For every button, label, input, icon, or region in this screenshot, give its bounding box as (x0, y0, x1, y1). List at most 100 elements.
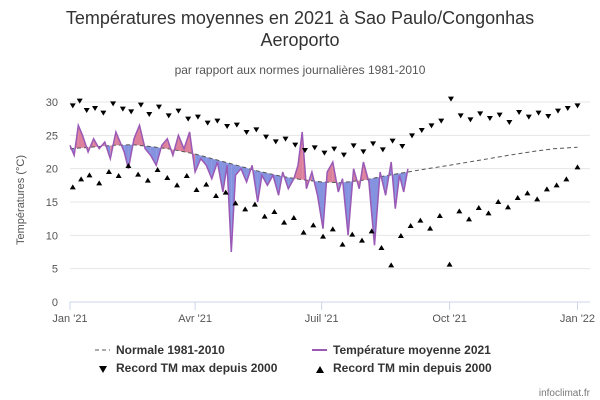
grid (70, 101, 590, 303)
record-min-marker (251, 201, 258, 207)
record-min-marker (397, 233, 404, 238)
legend-item-mean[interactable]: Température moyenne 2021 (312, 343, 491, 357)
chart-subtitle: par rapport aux normes journalières 1981… (175, 63, 426, 77)
record-min-marker (466, 216, 473, 222)
record-max-marker (340, 152, 347, 158)
record-max-marker (506, 120, 513, 125)
record-max-marker (564, 106, 571, 111)
record-min-marker (310, 222, 317, 228)
record-max-marker (331, 146, 338, 152)
record-max-marker (128, 109, 135, 115)
record-max-marker (486, 116, 493, 121)
legend: Normale 1981-2010 Température moyenne 20… (95, 343, 492, 375)
record-min-marker (154, 167, 161, 172)
record-min-marker (504, 204, 511, 210)
normal-line (69, 144, 578, 184)
y-tick-label: 15 (46, 197, 58, 209)
record-min-marker (368, 228, 375, 234)
deviation-segment (206, 157, 212, 179)
record-max-marker (165, 113, 172, 119)
x-tick-label: Jan '21 (52, 313, 87, 325)
legend-label-mean: Température moyenne 2021 (333, 343, 491, 357)
record-min-marker (78, 176, 85, 182)
record-min-marker (514, 195, 521, 200)
record-min-marker (329, 226, 336, 232)
record-max-marker (555, 108, 562, 114)
record-min-marker (164, 175, 171, 180)
record-min-marker (281, 219, 288, 225)
credit-link[interactable]: infoclimat.fr (539, 388, 591, 399)
record-min-marker (436, 213, 443, 218)
record-max-marker (76, 98, 83, 104)
record-max-marker (389, 138, 396, 144)
record-min-marker (242, 206, 249, 212)
record-min-marker (125, 163, 132, 168)
record-min-marker (193, 187, 200, 192)
record-max-marker (457, 113, 464, 119)
record-max-marker (292, 142, 299, 148)
y-tick-label: 20 (46, 164, 58, 176)
record-max-marker (253, 127, 260, 133)
record-min-marker (524, 190, 531, 196)
record-max-marker (525, 114, 532, 120)
record-min-marker (553, 182, 560, 188)
record-min-marker (563, 176, 570, 182)
legend-swatch-record-max (99, 366, 107, 373)
record-min-marker (358, 237, 365, 243)
deviation-segment (391, 162, 396, 209)
record-min-marker (86, 172, 93, 178)
record-min-marker (300, 229, 307, 235)
record-min-marker (96, 180, 103, 186)
record-max-marker (350, 143, 357, 149)
record-min-marker (446, 261, 453, 267)
deviation-segment (78, 125, 83, 149)
record-min-marker (222, 189, 229, 195)
record-max-marker (516, 110, 523, 115)
deviation-segment (327, 162, 333, 183)
record-max-marker (438, 118, 445, 124)
record-min-marker (105, 169, 112, 174)
legend-swatch-record-min (316, 366, 324, 373)
record-max-marker (146, 112, 153, 117)
record-max-marker (321, 150, 328, 156)
record-max-marker (282, 136, 289, 142)
record-min-marker (271, 209, 278, 214)
record-max-marker (224, 124, 231, 129)
legend-item-record-max[interactable]: Record TM max depuis 2000 (99, 361, 278, 375)
x-tick-label: Oct '21 (432, 313, 467, 325)
record-max-marker (100, 110, 107, 116)
record-min-marker (407, 223, 414, 228)
record-max-marker (69, 103, 76, 109)
chart-title-line2: Aeroporto (260, 30, 339, 50)
record-max-marker (204, 120, 211, 126)
record-min-marker (339, 241, 346, 247)
mean-line (69, 122, 409, 253)
record-min-marker (212, 193, 219, 198)
record-min-marker (203, 181, 210, 187)
record-min-marker (144, 177, 151, 183)
record-max-marker (418, 128, 425, 133)
record-min-marker (290, 215, 297, 220)
x-tick-label: Juil '21 (305, 313, 339, 325)
axes: 0 5 10 15 20 25 30 Jan '21 Avr '21 Juil '21 Oct '2… (46, 97, 595, 325)
legend-item-record-min[interactable]: Record TM min depuis 2000 (316, 361, 492, 375)
record-min-marker (115, 173, 122, 178)
record-max-marker (379, 147, 386, 153)
record-max-marker (535, 110, 542, 116)
record-max-marker (92, 106, 99, 111)
record-max-marker (272, 139, 279, 145)
x-tick-label: Avr '21 (178, 313, 212, 325)
record-min-marker (485, 210, 492, 216)
record-max-marker (467, 117, 474, 123)
record-max-marker (311, 145, 318, 151)
y-tick-label: 10 (46, 230, 58, 242)
legend-item-normal[interactable]: Normale 1981-2010 (95, 343, 225, 357)
record-markers (69, 96, 581, 268)
record-min-marker (388, 262, 395, 268)
record-max-marker (243, 130, 250, 135)
chart-title-line1: Températures moyennes en 2021 à Sao Paul… (66, 8, 534, 28)
record-min-marker (135, 171, 142, 177)
deviation-segment (282, 172, 289, 189)
record-min-marker (232, 200, 239, 206)
record-min-marker (320, 233, 327, 239)
